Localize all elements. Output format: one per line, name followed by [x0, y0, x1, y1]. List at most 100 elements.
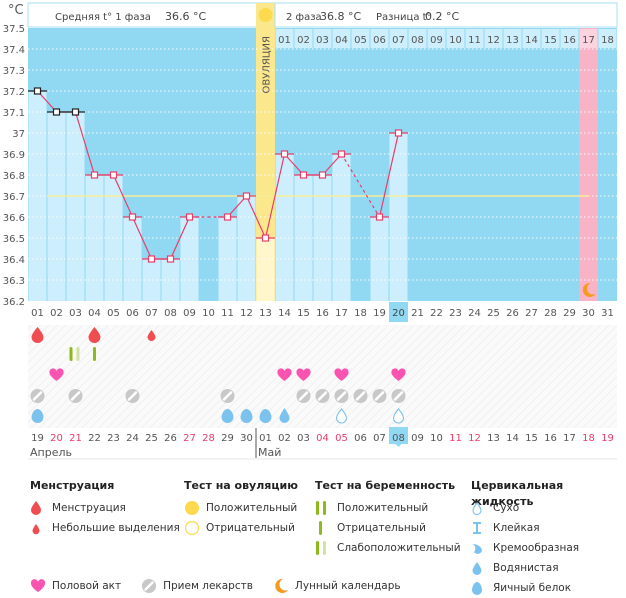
temperature-point — [166, 255, 175, 263]
temperature-point — [223, 213, 232, 221]
temperature-bar — [313, 175, 332, 301]
phase2-day-cell — [503, 29, 522, 48]
cycle-day-label: 21 — [411, 308, 424, 319]
calendar-date-label: 21 — [69, 433, 82, 444]
y-tick-label: 37 — [12, 129, 25, 140]
legend-item: Положительный — [184, 498, 298, 518]
calendar-date-label: 23 — [107, 433, 120, 444]
temperature-bar — [332, 154, 351, 301]
calendar-date-label: 07 — [373, 433, 386, 444]
legend-label: Небольшие выделения — [52, 522, 180, 534]
legend-title: Менструация — [30, 479, 115, 492]
legend-label: Положительный — [206, 502, 298, 514]
cycle-day-label: 12 — [240, 308, 253, 319]
legend-item: Половой акт — [30, 578, 121, 594]
calendar-date-label: 28 — [202, 433, 215, 444]
cycle-day-label: 26 — [506, 308, 519, 319]
phase2-day-cell — [313, 29, 332, 48]
temperature-line-segment — [169, 216, 191, 260]
legend-title: Тест на беременность — [315, 479, 456, 492]
temperature-bar — [237, 196, 256, 301]
temperature-bar — [85, 175, 104, 301]
pill-stripe — [355, 391, 366, 401]
legend-item: Менструация — [30, 498, 180, 518]
cycle-day-label: 29 — [563, 308, 576, 319]
legend-label: Водянистая — [493, 562, 559, 574]
phase2-day-cell — [465, 29, 484, 48]
legend-item: Отрицательный — [315, 518, 461, 538]
phase2-day-label: 07 — [392, 35, 405, 46]
phase2-day-label: 12 — [487, 35, 500, 46]
phase2-day-cell — [275, 29, 294, 48]
y-tick-label: 36.3 — [3, 276, 25, 287]
pill-stripe — [32, 391, 43, 401]
calendar-date-label: 27 — [183, 433, 196, 444]
legend-item: Слабоположительный — [315, 538, 461, 558]
menstruation-drop-icon — [88, 327, 101, 343]
y-tick-label: 36.2 — [3, 297, 25, 308]
calendar-date-label: 04 — [316, 433, 329, 444]
phase2-day-label: 02 — [297, 35, 310, 46]
y-unit-label: °C — [8, 3, 24, 18]
pill-stripe — [127, 391, 138, 401]
legend-bottom: Половой акт Прием лекарств Лунный календ… — [30, 578, 401, 594]
phase2-day-label: 03 — [316, 35, 329, 46]
calendar-date-label: 17 — [563, 433, 576, 444]
spotting-drop-icon — [147, 330, 156, 341]
calendar-date-label: 09 — [411, 433, 424, 444]
temperature-point — [90, 171, 99, 179]
test-negative-icon — [315, 520, 337, 536]
temperature-point — [185, 213, 194, 221]
fluid-dry-icon — [335, 408, 348, 424]
phase2-day-label: 13 — [506, 35, 519, 46]
cycle-day-label: 15 — [297, 308, 310, 319]
menstruation-drop-icon — [31, 327, 44, 343]
calendar-date-label: 08 — [392, 433, 405, 444]
cycle-day-label: 14 — [278, 308, 291, 319]
legend-ovulation-test: Тест на овуляцию Положительный Отрицател… — [184, 478, 298, 538]
calendar-date-label: 10 — [430, 433, 443, 444]
phase1-label: Средняя t° 1 фаза — [55, 12, 151, 23]
temperature-line-segment — [245, 195, 267, 239]
legend-item: Лунный календарь — [273, 578, 401, 594]
temperature-bar — [256, 238, 275, 301]
temperature-bar — [389, 133, 408, 301]
temperature-point — [261, 234, 270, 242]
calendar-date-label: 05 — [335, 433, 348, 444]
temperature-line-segment — [264, 153, 286, 239]
fluid-watery-icon — [471, 560, 493, 576]
phase2-day-label: 10 — [449, 35, 462, 46]
cycle-day-label: 01 — [31, 308, 44, 319]
phase2-day-cell — [370, 29, 389, 48]
pill-stripe — [222, 391, 233, 401]
calendar-date-label: 13 — [487, 433, 500, 444]
phase2-day-cell — [351, 29, 370, 48]
calendar-date-label: 03 — [297, 433, 310, 444]
temperature-point — [52, 108, 61, 116]
legend-label: Клейкая — [493, 522, 540, 534]
fluid-egg-icon — [31, 409, 44, 423]
cycle-day-label: 24 — [468, 308, 481, 319]
phase2-day-label: 15 — [544, 35, 557, 46]
pill-icon — [141, 578, 163, 594]
phase2-day-cell — [408, 29, 427, 48]
phase2-day-label: 17 — [582, 35, 595, 46]
phase2-value: 36.8 °C — [320, 10, 361, 23]
temperature-point — [242, 192, 251, 200]
ovulation-sun-icon — [258, 8, 273, 22]
fluid-egg-icon — [259, 409, 272, 423]
pill-stripe — [298, 391, 309, 401]
pregnancy-test-bar-icon — [76, 347, 80, 361]
legend-item: Прием лекарств — [141, 578, 253, 594]
phase2-day-label: 01 — [278, 35, 291, 46]
calendar-date-label: 19 — [31, 433, 44, 444]
legend-label: Положительный — [337, 502, 429, 514]
phase2-day-label: 09 — [430, 35, 443, 46]
y-tick-label: 37.5 — [3, 24, 25, 35]
phase2-day-label: 11 — [468, 35, 481, 46]
temperature-point — [318, 171, 327, 179]
phase1-value: 36.6 °C — [165, 10, 206, 23]
legend: Менструация Менструация Небольшие выделе… — [0, 470, 626, 595]
sun-outline-icon — [184, 520, 206, 536]
cycle-day-label: 28 — [544, 308, 557, 319]
